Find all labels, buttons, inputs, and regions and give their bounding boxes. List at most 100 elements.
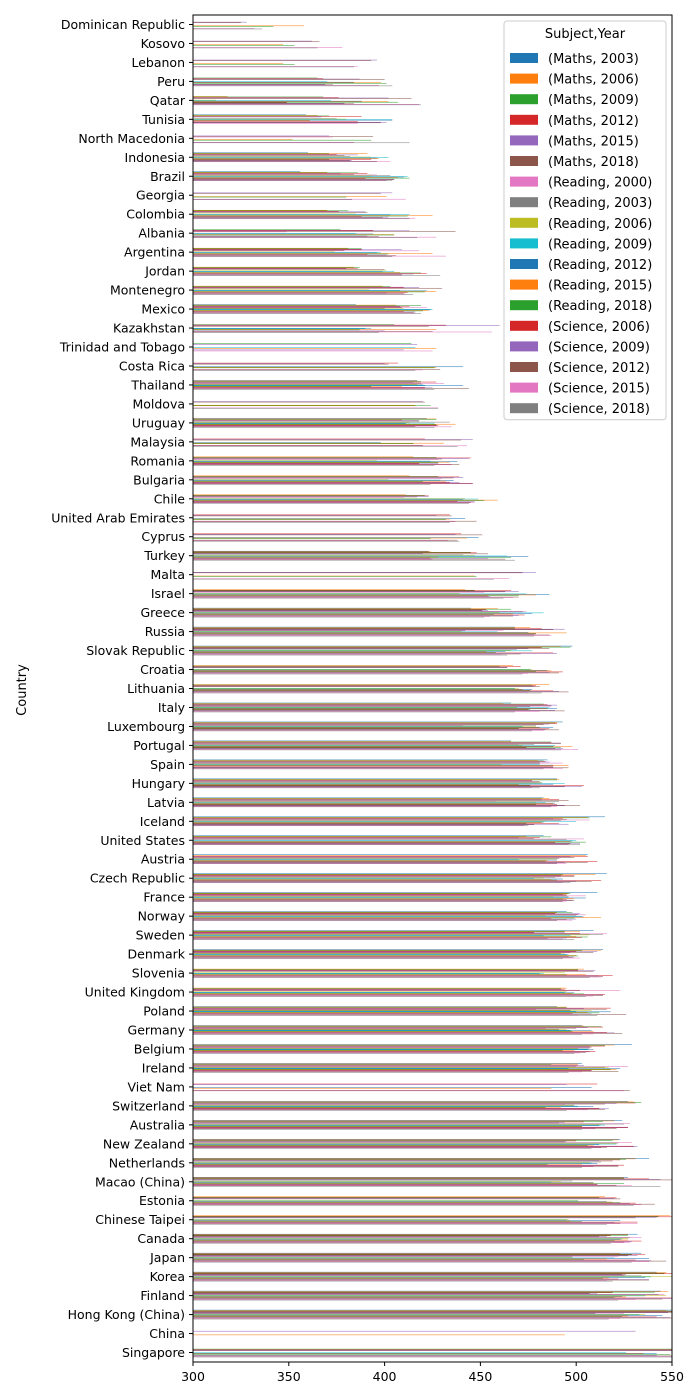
bar: [193, 231, 456, 232]
bar: [193, 1164, 548, 1165]
bar: [193, 255, 446, 257]
bar: [193, 1167, 582, 1168]
bar: [193, 1028, 546, 1029]
bar: [193, 267, 358, 269]
bar: [193, 765, 569, 766]
bar: [193, 844, 581, 846]
bar: [193, 81, 328, 82]
bar: [193, 615, 513, 617]
bar: [193, 439, 473, 440]
bars-layer: [193, 21, 672, 1358]
bar: [193, 594, 536, 596]
bar: [193, 426, 452, 428]
bar: [193, 1142, 619, 1144]
bar: [193, 1120, 623, 1121]
bar: [193, 142, 410, 144]
bar: [193, 304, 397, 306]
bar: [193, 724, 544, 725]
bar: [193, 1295, 646, 1297]
bar: [193, 575, 475, 577]
bar: [193, 898, 575, 899]
bar: [193, 824, 525, 826]
bar: [193, 161, 377, 163]
bar: [193, 626, 515, 628]
bar: [193, 292, 387, 294]
bar: [193, 482, 473, 484]
bar: [193, 484, 431, 485]
bar: [193, 463, 439, 464]
bar: [193, 880, 602, 881]
bar: [193, 1120, 615, 1122]
bar: [193, 1202, 636, 1204]
y-tick-label: United Kingdom: [85, 985, 185, 1000]
bar: [193, 494, 406, 496]
y-tick-label: Italy: [158, 700, 186, 715]
bar: [193, 483, 473, 485]
bar: [193, 1348, 672, 1350]
bar: [193, 139, 372, 141]
bar: [193, 1238, 628, 1239]
bar: [193, 1203, 630, 1204]
bar: [193, 951, 598, 952]
bar: [193, 253, 389, 255]
bar: [193, 551, 431, 553]
bar: [193, 66, 358, 67]
bar: [193, 1069, 611, 1071]
legend-swatch: [510, 217, 538, 228]
y-tick-label: Costa Rica: [119, 358, 185, 373]
bar: [193, 635, 535, 637]
bar: [193, 1144, 600, 1145]
bar: [193, 1139, 621, 1140]
bar: [193, 819, 590, 821]
bar: [193, 1278, 604, 1279]
bar: [193, 937, 582, 938]
bar: [193, 1272, 667, 1273]
bar: [193, 518, 450, 520]
bar: [193, 1349, 672, 1351]
bar: [193, 610, 483, 612]
bar: [193, 616, 490, 617]
bar: [193, 100, 331, 101]
bar: [193, 873, 607, 875]
bar: [193, 686, 540, 687]
bar: [193, 666, 508, 668]
bar: [193, 726, 523, 727]
bar: [193, 555, 475, 556]
bar: [193, 1128, 596, 1130]
bar: [193, 1299, 619, 1301]
bar: [193, 78, 324, 79]
bar: [193, 1290, 661, 1292]
y-tick-label: Russia: [145, 624, 185, 639]
bar: [193, 1101, 628, 1102]
bar: [193, 653, 521, 655]
bar: [193, 1045, 605, 1046]
bar: [193, 1204, 642, 1205]
bar: [193, 347, 416, 348]
y-tick-label: Switzerland: [112, 1098, 185, 1113]
bar: [193, 976, 604, 977]
bar: [193, 173, 368, 174]
bar: [193, 778, 558, 780]
bar: [193, 247, 349, 249]
bar: [193, 1048, 579, 1049]
bar: [193, 706, 517, 708]
bar: [193, 780, 533, 782]
bar: [193, 1009, 536, 1010]
bar: [193, 761, 550, 763]
legend-swatch: [510, 94, 538, 105]
bar: [193, 445, 467, 447]
bar: [193, 553, 489, 555]
bar: [193, 366, 464, 368]
y-tick-label: Estonia: [139, 1193, 185, 1208]
bar: [193, 913, 556, 914]
bar: [193, 1031, 573, 1033]
bar: [193, 704, 558, 706]
bar: [193, 592, 485, 593]
bar: [193, 363, 389, 365]
bar: [193, 1330, 636, 1332]
bar: [193, 502, 475, 503]
bar: [193, 673, 529, 674]
bar: [193, 1011, 611, 1013]
bar: [193, 996, 586, 997]
bar: [193, 501, 471, 503]
